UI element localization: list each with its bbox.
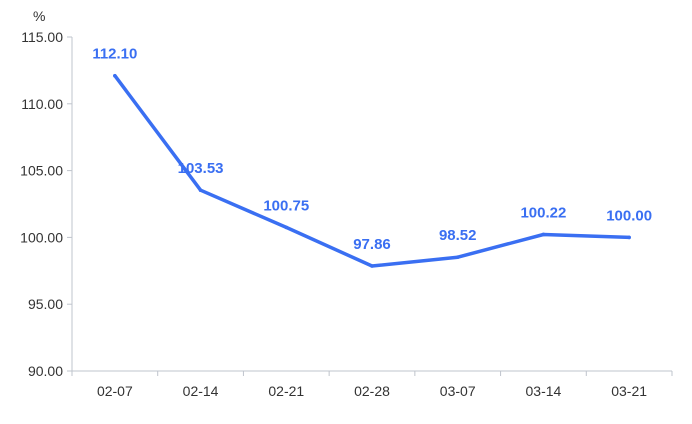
y-tick-label: 105.00 [20, 163, 63, 179]
y-tick-label: 95.00 [28, 296, 63, 312]
y-tick-label: 100.00 [20, 229, 63, 245]
data-label: 100.22 [520, 204, 566, 221]
data-point [541, 232, 546, 237]
y-axis-unit-label: % [33, 8, 45, 24]
y-tick-label: 90.00 [28, 363, 63, 379]
x-tick-label: 03-14 [526, 383, 562, 399]
data-label: 112.10 [92, 46, 137, 63]
x-tick-label: 03-07 [440, 383, 476, 399]
y-tick-label: 115.00 [21, 29, 63, 45]
x-tick-label: 02-07 [97, 383, 133, 399]
data-label: 103.53 [178, 160, 224, 177]
data-point [284, 225, 289, 230]
data-point [370, 264, 374, 268]
y-tick-label: 110.00 [21, 96, 63, 112]
data-point [627, 235, 631, 240]
data-label: 98.52 [439, 227, 477, 244]
x-tick-label: 02-28 [354, 383, 390, 399]
data-label: 97.86 [353, 236, 391, 253]
drop-lines [114, 75, 630, 343]
data-label: 100.00 [606, 207, 652, 224]
x-tick-label: 02-21 [268, 383, 304, 399]
data-point [455, 255, 460, 259]
x-tick-label: 02-14 [183, 383, 219, 399]
x-axis: 02-07 02-14 02-21 02-28 03-07 03-14 03-21 [71, 370, 673, 399]
series-group [113, 73, 631, 268]
y-axis: 90.00 95.00 100.00 105.00 110.00 115.00 [20, 29, 73, 379]
data-point [113, 73, 117, 78]
data-label: 100.75 [263, 197, 309, 214]
data-point [198, 188, 203, 193]
data-labels: 112.10 103.53 100.75 97.86 98.52 100.22 100.00 [92, 46, 652, 253]
x-tick-label: 03-21 [611, 383, 647, 399]
